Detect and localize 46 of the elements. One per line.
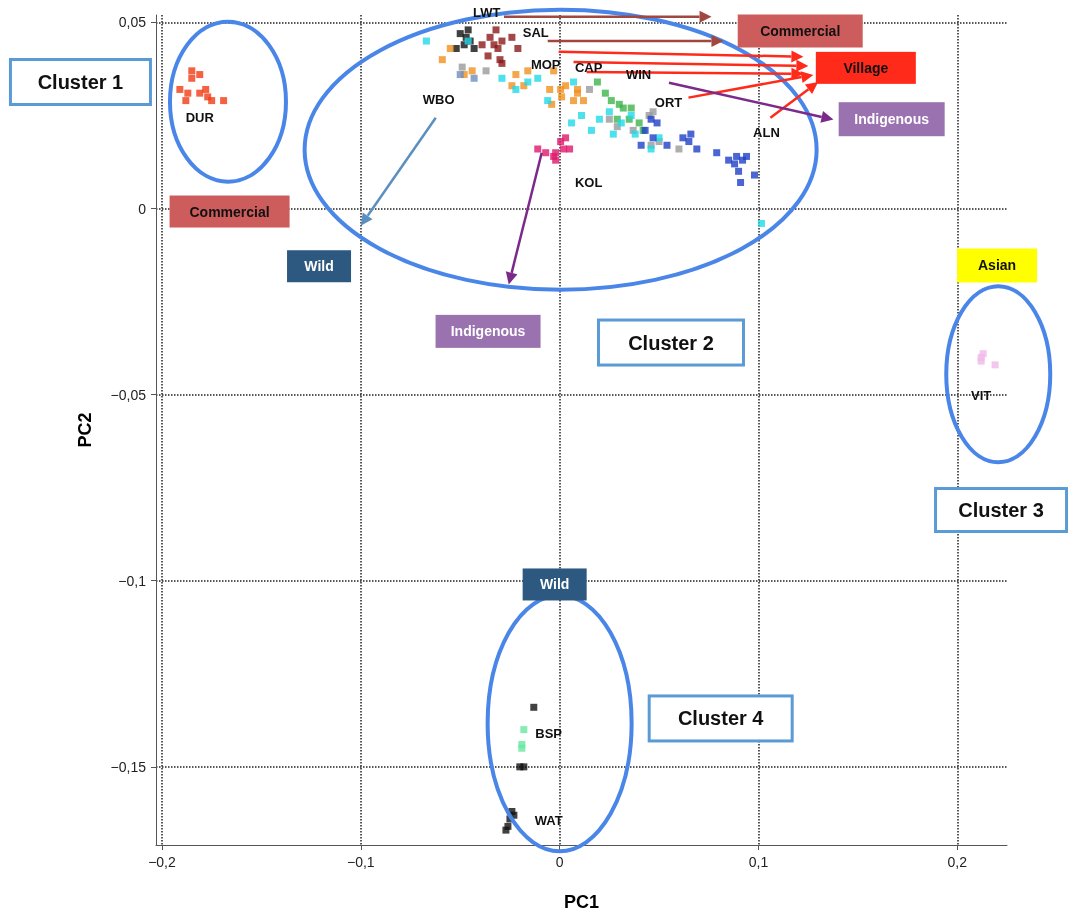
text-box: Asian — [957, 248, 1038, 283]
text-box: Indigenous — [838, 102, 945, 137]
text-box: Commercial — [737, 14, 863, 48]
series-label: MOP — [530, 57, 561, 73]
y-tick-label: −0,05 — [110, 386, 147, 403]
text-box: Cluster 1 — [8, 58, 152, 106]
series-label: ALN — [753, 125, 780, 141]
series-label: BSP — [535, 725, 563, 741]
text-box: Cluster 4 — [647, 694, 794, 743]
x-tick-label: 0 — [555, 854, 564, 870]
text-box: Cluster 3 — [934, 487, 1069, 533]
series-label: WBO — [422, 92, 455, 108]
x-tick-label: 0,1 — [748, 854, 769, 870]
annotation: Commercial — [760, 23, 841, 39]
y-tick-label: 0,05 — [118, 14, 147, 31]
annotation: Wild — [304, 258, 334, 275]
text-box: Cluster 2 — [596, 318, 745, 367]
annotation: Village — [843, 59, 889, 76]
y-tick-label: 0 — [138, 200, 147, 217]
annotation: Wild — [539, 576, 570, 593]
x-tick-label: −0,1 — [346, 854, 375, 870]
series-label: VIT — [971, 387, 992, 403]
annotation: Commercial — [189, 203, 270, 220]
annotation: Cluster 4 — [677, 707, 765, 730]
text-box: Commercial — [169, 195, 290, 228]
annotation: Indigenous — [450, 323, 526, 340]
annotation: Indigenous — [854, 111, 930, 128]
y-tick-label: −0,15 — [110, 758, 147, 775]
text-box: Wild — [287, 250, 352, 283]
x-tick-label: 0,2 — [947, 854, 968, 870]
annotation: Cluster 3 — [958, 499, 1044, 522]
series-label: KOL — [574, 174, 603, 190]
series-label: DUR — [185, 110, 215, 126]
series-label: SAL — [522, 25, 549, 41]
annotation: Asian — [978, 257, 1017, 274]
x-axis-title: PC1 — [563, 892, 600, 912]
x-tick-label: −0,2 — [148, 854, 176, 870]
annotation: ORT — [654, 95, 683, 111]
text-box: Village — [815, 51, 916, 84]
text-box: Indigenous — [435, 314, 541, 348]
series-label: CAP — [574, 60, 603, 76]
series-label: WAT — [534, 812, 563, 828]
annotation: Cluster 2 — [628, 331, 714, 354]
y-tick-label: −0,1 — [118, 572, 147, 589]
y-axis-title: PC2 — [75, 412, 95, 448]
text-box: Wild — [522, 568, 587, 601]
